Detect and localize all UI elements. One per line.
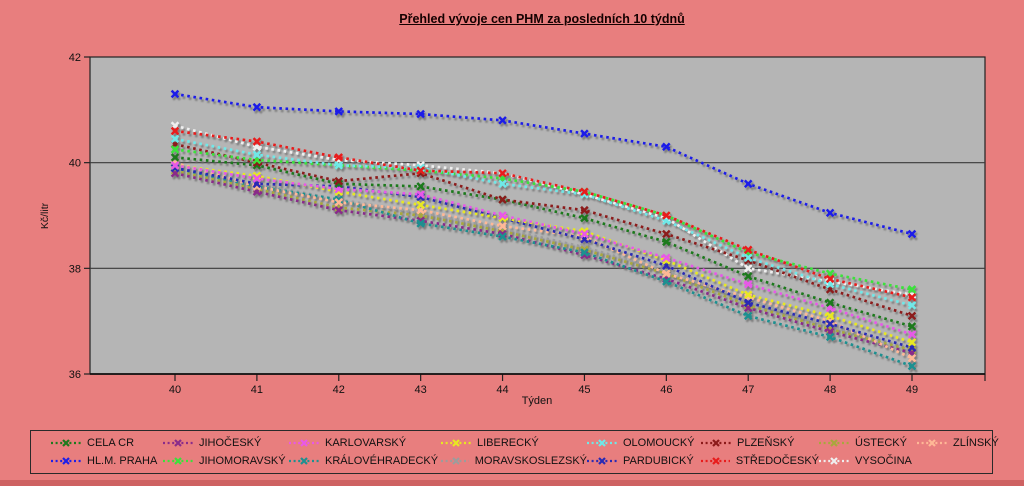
y-tick-label: 42 <box>69 52 81 64</box>
legend-label: LIBERECKÝ <box>477 437 539 449</box>
legend-label: MORAVSKOSLEZSKÝ <box>474 455 587 467</box>
series-line <box>174 156 913 328</box>
series-markers <box>170 89 917 239</box>
legend-marker-icon <box>289 457 319 465</box>
legend-marker-icon <box>701 457 730 465</box>
legend-marker-icon <box>701 439 731 447</box>
series-line <box>174 163 913 336</box>
legend-label: KARLOVARSKÝ <box>325 437 407 449</box>
legend-item-jiho-esk-: JIHOČESKÝ <box>163 437 289 449</box>
y-axis-label: Kč/litr <box>39 202 51 229</box>
legend-label: STŘEDOČESKÝ <box>735 455 819 467</box>
legend-marker-icon <box>163 457 193 465</box>
series-line <box>174 166 913 368</box>
legend-item-st-edo-esk-: STŘEDOČESKÝ <box>701 455 819 467</box>
legend-item-vyso-ina: VYSOČINA <box>819 455 917 467</box>
series-hl-m-praha <box>170 89 917 239</box>
plot-area <box>89 56 986 375</box>
legend: CELA CR JIHOČESKÝ KARLOVARSKÝ LIBERECKÝ OLOM… <box>30 430 999 474</box>
series-line <box>174 169 913 352</box>
series-line <box>174 137 913 307</box>
x-tick-label: 42 <box>333 384 345 396</box>
series-line <box>174 92 913 236</box>
legend-item-plze-sk-: PLZEŇSKÝ <box>701 437 819 449</box>
legend-item-jihomoravsk-: JIHOMORAVSKÝ <box>163 455 289 467</box>
x-tick-label: 40 <box>169 384 181 396</box>
series-jiho-esk- <box>170 168 917 358</box>
x-tick-label: 43 <box>415 384 427 396</box>
y-tick-label: 36 <box>69 369 81 381</box>
legend-item-hl-m-praha: HL.M. PRAHA <box>51 455 163 467</box>
legend-item-cela-cr: CELA CR <box>51 437 163 449</box>
series-lines <box>170 89 917 371</box>
x-axis-label: Týden <box>522 395 553 407</box>
legend-marker-icon <box>51 457 81 465</box>
series-line <box>174 171 913 355</box>
legend-label: PLZEŇSKÝ <box>737 437 795 449</box>
x-tick-label: 47 <box>742 384 754 396</box>
legend-marker-icon <box>51 439 81 447</box>
legend-label: VYSOČINA <box>855 455 912 467</box>
legend-marker-icon <box>441 439 471 447</box>
window-bottom-edge <box>0 480 1024 486</box>
legend-marker-icon <box>441 457 469 465</box>
legend-marker-icon <box>163 439 193 447</box>
x-tick-label: 49 <box>906 384 918 396</box>
series-markers <box>170 126 917 302</box>
legend-item-libereck-: LIBERECKÝ <box>441 437 587 449</box>
series-plze-sk- <box>170 139 917 321</box>
x-tick-label: 44 <box>496 384 508 396</box>
chart-title: Přehled vývoje cen PHM za posledních 10 … <box>399 12 685 26</box>
legend-marker-icon <box>819 457 849 465</box>
legend-marker-icon <box>917 439 947 447</box>
axis-ticks: 36 38 40 42 40 41 42 43 44 45 46 47 48 49 <box>69 52 986 396</box>
series-line <box>174 161 913 360</box>
series-olomouck- <box>170 134 917 310</box>
legend-marker-icon <box>587 457 617 465</box>
legend-item-zl-nsk-: ZLÍNSKÝ <box>917 437 999 449</box>
series-st-edo-esk- <box>170 126 917 302</box>
series-markers <box>170 168 917 358</box>
legend-label: PARDUBICKÝ <box>623 455 694 467</box>
legend-label: ÚSTECKÝ <box>855 437 907 449</box>
x-tick-label: 48 <box>824 384 836 396</box>
legend-marker-icon <box>587 439 617 447</box>
x-tick-label: 46 <box>660 384 672 396</box>
series-markers <box>170 139 917 321</box>
legend-item-karlovarsk-: KARLOVARSKÝ <box>289 437 441 449</box>
series-karlovarsk- <box>170 161 917 339</box>
legend-item-olomouck-: OLOMOUCKÝ <box>587 437 701 449</box>
x-tick-label: 45 <box>578 384 590 396</box>
price-trend-chart: 36 38 40 42 40 41 42 43 44 45 46 47 48 49 Kč/litr Týd… <box>39 52 986 407</box>
series-markers <box>170 134 917 310</box>
legend-item--steck-: ÚSTECKÝ <box>819 437 917 449</box>
series-zl-nsk- <box>170 158 917 363</box>
y-tick-label: 40 <box>69 158 81 170</box>
x-tick-label: 41 <box>251 384 263 396</box>
series-cela-cr <box>170 153 917 331</box>
series-markers <box>170 158 917 363</box>
legend-label: ZLÍNSKÝ <box>953 437 999 449</box>
legend-label: HL.M. PRAHA <box>87 455 158 467</box>
legend-item-moravskoslezsk-: MORAVSKOSLEZSKÝ <box>441 455 587 467</box>
legend-marker-icon <box>819 439 849 447</box>
y-tick-label: 38 <box>69 263 81 275</box>
series-line <box>174 129 913 299</box>
series-markers <box>170 161 917 339</box>
legend-label: JIHOČESKÝ <box>199 437 262 449</box>
legend-item-kr-lov-hradeck-: KRÁLOVÉHRADECKÝ <box>289 455 441 467</box>
legend-marker-icon <box>289 439 319 447</box>
legend-label: JIHOMORAVSKÝ <box>199 455 286 467</box>
legend-label: OLOMOUCKÝ <box>623 437 695 449</box>
series-line <box>174 142 913 318</box>
legend-item-pardubick-: PARDUBICKÝ <box>587 455 701 467</box>
legend-label: KRÁLOVÉHRADECKÝ <box>325 455 439 467</box>
legend-label: CELA CR <box>87 437 135 449</box>
